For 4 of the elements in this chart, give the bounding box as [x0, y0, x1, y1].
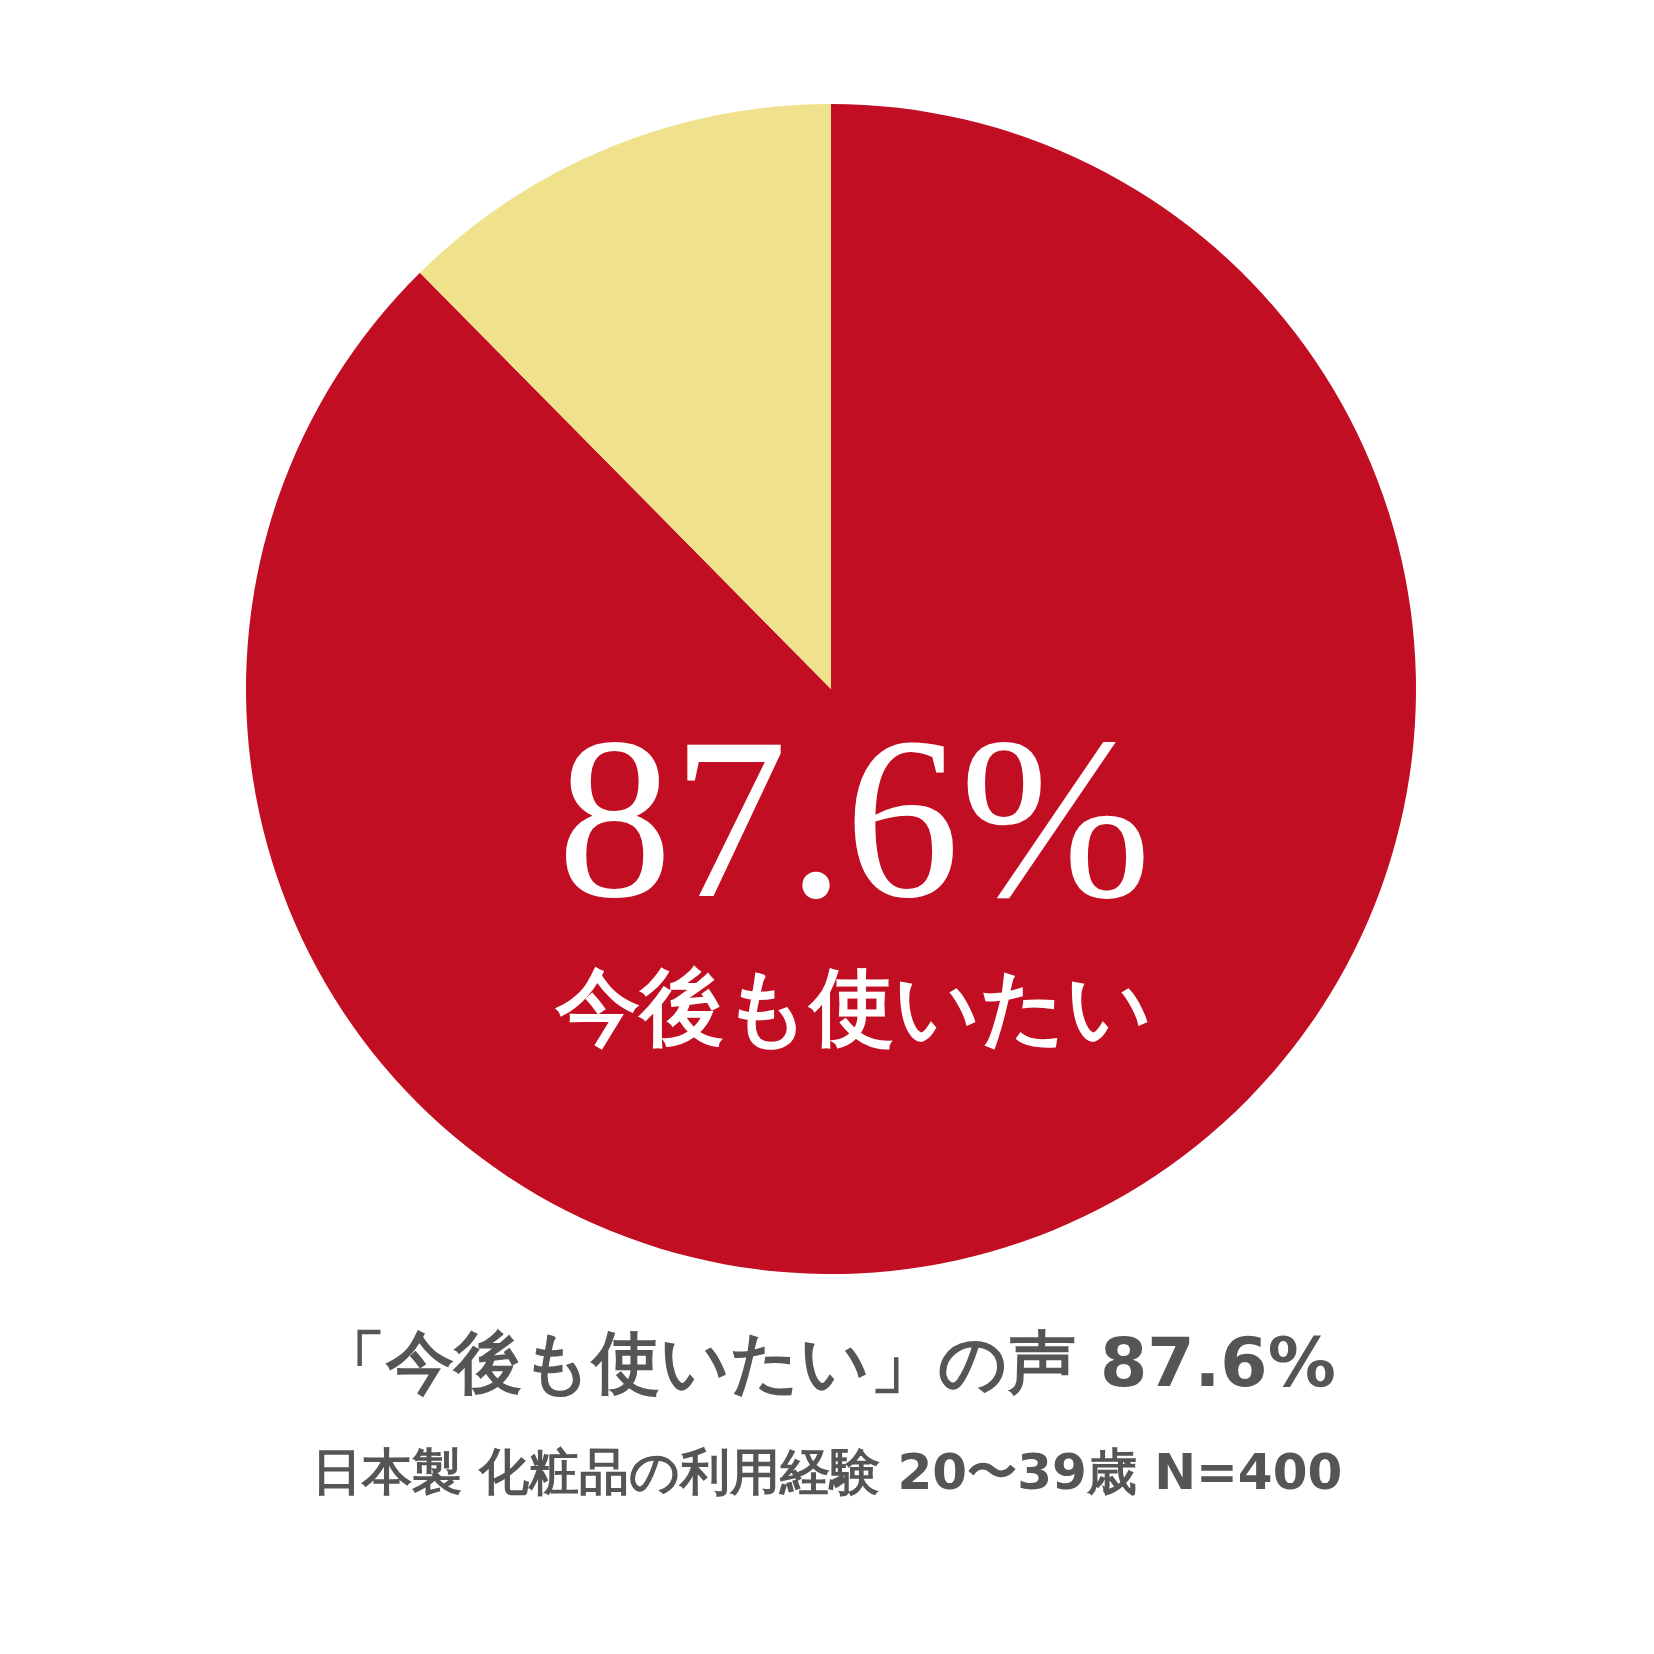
text: 「今後も使いたい」の声 87.6%: [317, 1322, 1337, 1404]
text: 日本製 化粧品の利用経験 20〜39歳 N=400: [310, 1442, 1344, 1503]
data-label: 87.6%: [557, 691, 1152, 947]
slice-label: 今後も使いたい: [555, 957, 1153, 1057]
